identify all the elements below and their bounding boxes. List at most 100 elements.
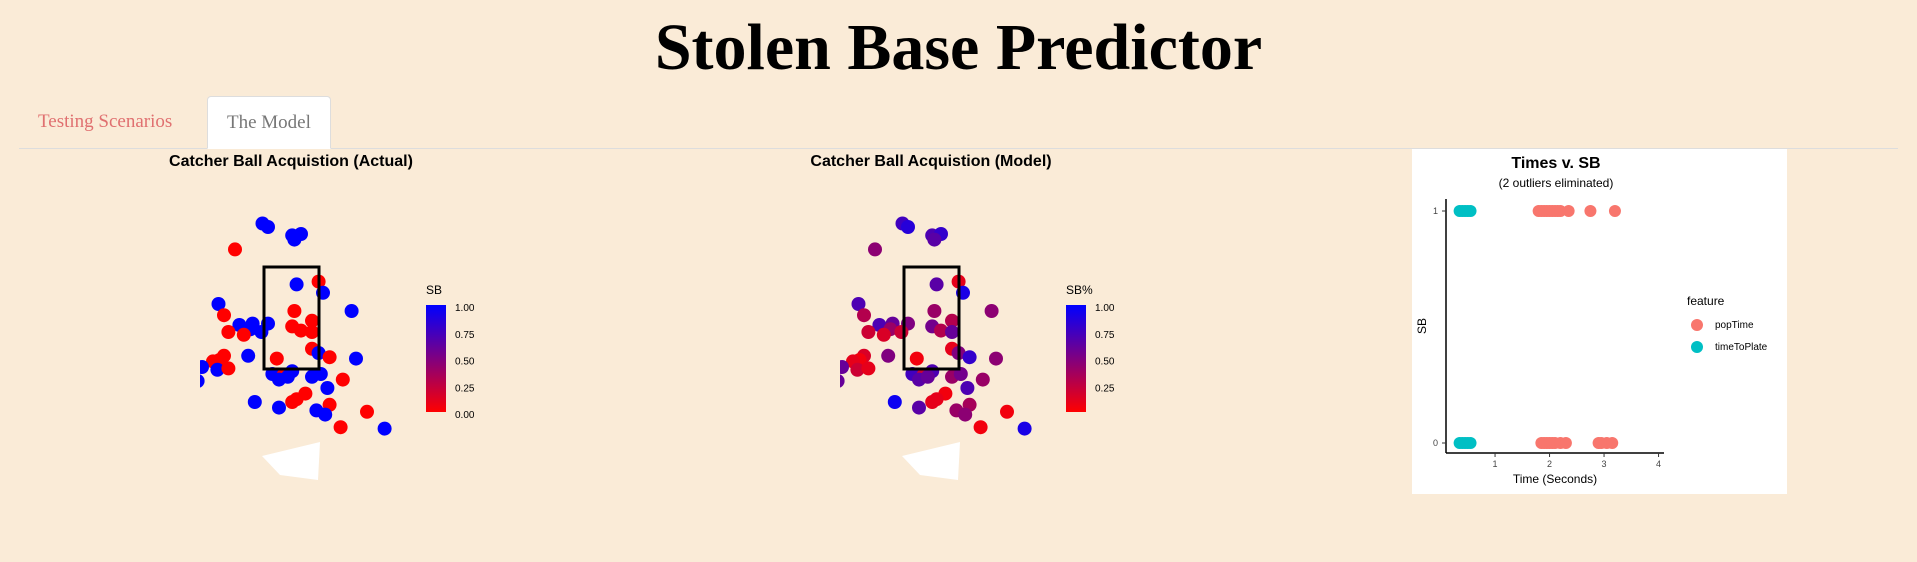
model-point	[945, 325, 959, 339]
actual-colorbar-tick: 1.00	[455, 303, 475, 314]
app-title: Stolen Base Predictor	[654, 11, 1263, 84]
model-point	[909, 351, 924, 366]
model-point	[850, 362, 865, 377]
model-legend-title: SB%	[1066, 283, 1093, 297]
actual-point	[289, 277, 304, 292]
model-point	[920, 369, 935, 384]
actual-legend-title: SB	[426, 283, 442, 297]
model-point	[1017, 421, 1032, 436]
times-panel: Times v. SB (2 outliers eliminated) SB T…	[1412, 149, 1787, 494]
model-colorbar-tick: 0.75	[1095, 330, 1115, 341]
actual-chart-title: Catcher Ball Acquistion (Actual)	[169, 153, 413, 170]
actual-point	[349, 351, 363, 366]
model-point	[840, 360, 849, 374]
tab-bar: Testing Scenarios The Model	[19, 96, 1898, 149]
model-colorbar-tick: 0.50	[1095, 357, 1115, 368]
actual-point	[318, 407, 333, 422]
actual-strike-zone	[262, 265, 321, 371]
actual-point	[254, 325, 269, 339]
model-point	[958, 407, 973, 422]
actual-point	[247, 395, 262, 409]
model-point	[861, 325, 876, 339]
actual-point	[294, 323, 308, 338]
times-subtitle: (2 outliers eliminated)	[1499, 176, 1614, 190]
times-point-popTime	[1608, 205, 1621, 217]
times-legend-label: popTime	[1715, 320, 1754, 331]
model-colorbar-tick: 1.00	[1095, 303, 1115, 314]
model-point	[989, 351, 1003, 366]
model-point	[927, 232, 942, 247]
model-point	[960, 381, 975, 395]
model-point	[925, 395, 940, 409]
times-y-tick-label: 1	[1433, 206, 1438, 216]
actual-point	[241, 348, 256, 363]
model-point	[857, 308, 871, 323]
actual-colorbar	[426, 305, 446, 412]
tab-the-model[interactable]: The Model	[207, 96, 331, 149]
times-point-popTime	[1606, 437, 1619, 449]
actual-point	[287, 232, 302, 247]
actual-point	[333, 420, 348, 435]
times-y-label: SB	[1415, 318, 1429, 334]
model-point	[876, 327, 891, 342]
model-colorbar	[1066, 305, 1086, 412]
actual-point	[269, 351, 284, 366]
times-legend-key-timeToPlate	[1691, 341, 1703, 353]
actual-point	[210, 362, 225, 377]
times-title: Times v. SB	[1511, 155, 1600, 172]
times-y-tick-label: 0	[1433, 438, 1438, 448]
actual-point	[287, 304, 302, 318]
actual-point	[221, 325, 236, 339]
model-point	[945, 313, 959, 328]
times-legend-title: feature	[1687, 294, 1725, 308]
model-point	[868, 242, 882, 257]
model-point	[934, 323, 948, 338]
actual-colorbar-tick: 0.25	[455, 383, 475, 394]
model-point	[901, 220, 915, 234]
actual-colorbar-tick: 0.50	[455, 357, 475, 368]
actual-point	[272, 400, 286, 415]
actual-zone-chart: SB 1.00 0.75 0.50 0.25 0.00	[200, 216, 475, 480]
times-point-timeToPlate	[1464, 437, 1477, 449]
times-point-popTime	[1559, 437, 1572, 449]
times-point-popTime	[1562, 205, 1575, 217]
model-point	[973, 420, 988, 435]
model-batter-area	[902, 442, 960, 480]
actual-point	[221, 361, 236, 376]
model-point	[887, 395, 902, 409]
model-zone-chart: SB% 1.00 0.75 0.50 0.25	[840, 216, 1115, 480]
actual-point	[211, 297, 226, 311]
model-point	[861, 361, 876, 376]
times-x-tick-label: 2	[1547, 459, 1552, 469]
actual-batter-area	[262, 442, 320, 480]
times-x-tick-label: 3	[1602, 459, 1607, 469]
model-point	[927, 304, 942, 318]
actual-point	[320, 381, 335, 395]
model-point	[881, 348, 896, 363]
actual-point	[285, 395, 300, 409]
actual-point	[261, 220, 275, 234]
times-point-timeToPlate	[1464, 205, 1477, 217]
model-point	[962, 350, 977, 365]
model-point	[851, 297, 866, 311]
times-legend-label: timeToPlate	[1715, 342, 1768, 353]
actual-point	[280, 369, 295, 384]
actual-point	[305, 313, 319, 328]
tab-testing-scenarios[interactable]: Testing Scenarios	[38, 111, 173, 132]
model-point	[1000, 404, 1014, 419]
actual-point	[360, 404, 374, 419]
actual-point	[344, 304, 359, 318]
model-point	[984, 304, 999, 318]
model-point	[894, 325, 909, 339]
times-point-popTime	[1584, 205, 1597, 217]
model-point	[912, 400, 926, 415]
actual-colorbar-tick: 0.00	[455, 410, 475, 421]
actual-point	[228, 242, 242, 257]
times-legend-key-popTime	[1691, 319, 1703, 331]
times-x-label: Time (Seconds)	[1513, 472, 1597, 486]
model-colorbar-tick: 0.25	[1095, 383, 1115, 394]
actual-point	[322, 350, 337, 365]
actual-point	[236, 327, 251, 342]
times-x-tick-label: 4	[1656, 459, 1661, 469]
actual-point	[200, 360, 209, 374]
